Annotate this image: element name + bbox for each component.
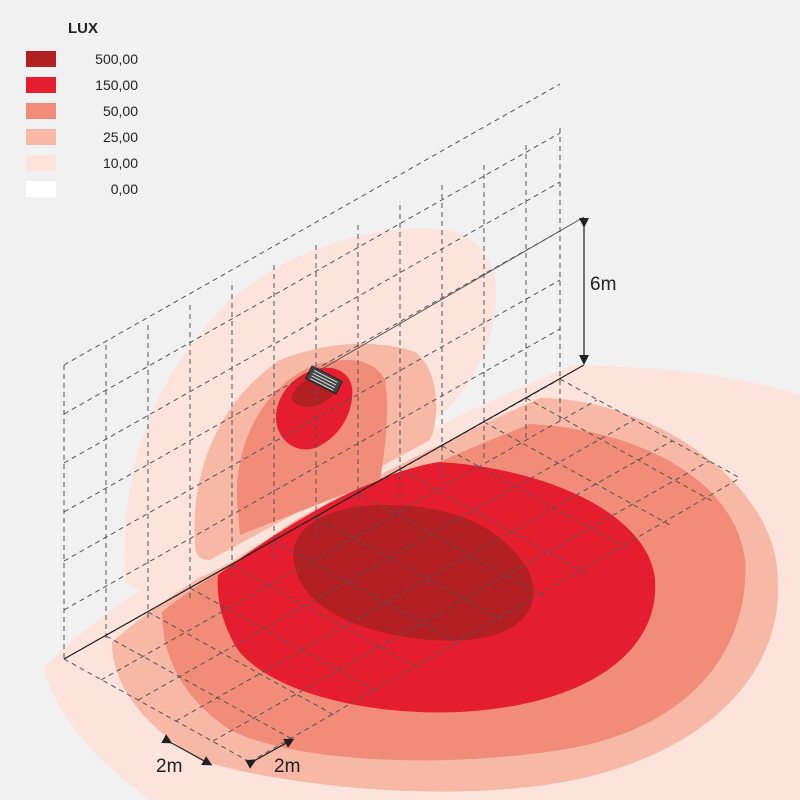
legend-value: 25,00 xyxy=(102,129,138,145)
legend-value: 0,00 xyxy=(110,181,138,197)
grid-x-label: 2m xyxy=(156,756,182,777)
legend-rows: 500,00 150,00 50,00 25,00 10,00 0,00 xyxy=(26,46,138,202)
grid-dimension-y: 2m xyxy=(245,738,300,777)
legend-item: 150,00 xyxy=(26,72,138,98)
wall-base-line xyxy=(63,364,585,660)
legend-value: 50,00 xyxy=(102,103,138,119)
legend-item: 0,00 xyxy=(26,176,138,202)
legend-value: 150,00 xyxy=(95,77,138,93)
wall-light-line xyxy=(319,216,585,371)
floor-contours xyxy=(44,365,800,800)
floor-contour-500 xyxy=(293,504,534,641)
legend-item: 500,00 xyxy=(26,46,138,72)
height-dimension: 6m xyxy=(579,218,616,365)
legend-item: 10,00 xyxy=(26,150,138,176)
legend-swatch xyxy=(26,77,56,93)
legend-swatch xyxy=(26,181,56,197)
wall-grid xyxy=(63,83,561,659)
height-label: 6m xyxy=(590,274,616,295)
legend-item: 25,00 xyxy=(26,124,138,150)
legend-value: 10,00 xyxy=(102,155,138,171)
floodlight-fixture-icon xyxy=(304,365,343,395)
lux-legend: LUX 500,00 150,00 50,00 25,00 10,00 0,00 xyxy=(26,20,138,202)
legend-item: 50,00 xyxy=(26,98,138,124)
legend-value: 500,00 xyxy=(95,51,138,67)
legend-title: LUX xyxy=(68,20,98,37)
legend-swatch xyxy=(26,155,56,171)
grid-dimension-x: 2m xyxy=(156,734,213,777)
legend-swatch xyxy=(26,129,56,145)
legend-swatch xyxy=(26,51,56,67)
grid-y-label: 2m xyxy=(274,756,300,777)
legend-swatch xyxy=(26,103,56,119)
